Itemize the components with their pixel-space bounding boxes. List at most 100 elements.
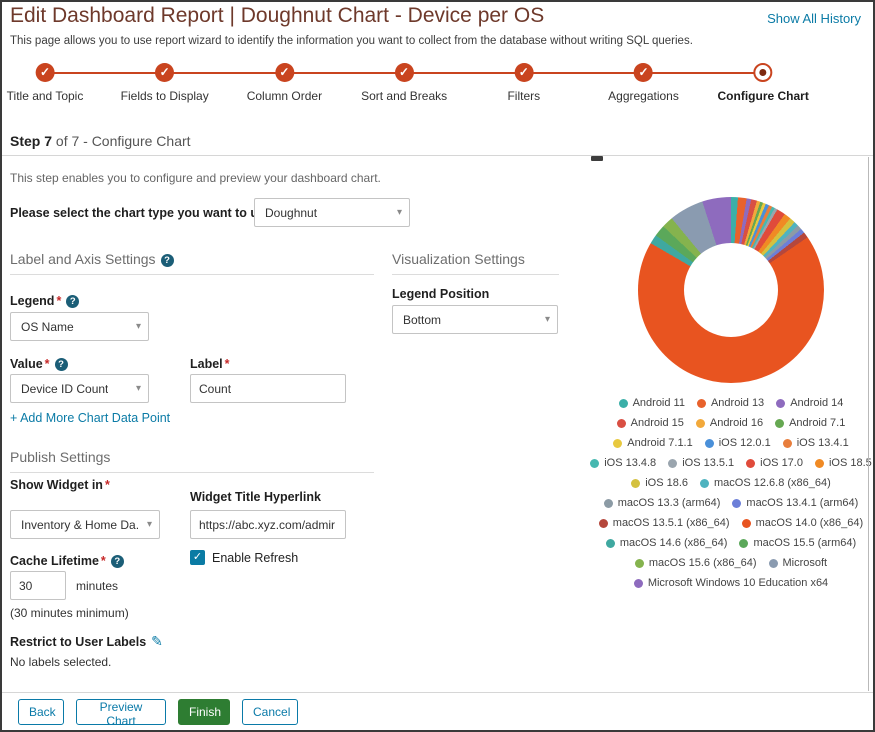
legend-dot-icon (618, 398, 628, 408)
help-icon[interactable]: ? (110, 555, 124, 568)
legend-item[interactable]: macOS 15.5 (arm64) (739, 537, 856, 549)
legend-item[interactable]: macOS 14.0 (x86_64) (741, 517, 863, 529)
legend-label: iOS 12.0.1 (718, 437, 771, 449)
legend-item[interactable]: iOS 18.5 (814, 457, 872, 469)
legend-item[interactable]: Microsoft Windows 10 Education x64 (633, 577, 829, 589)
legend-item[interactable]: macOS 14.6 (x86_64) (605, 537, 727, 549)
legend-item[interactable]: macOS 13.3 (arm64) (603, 497, 720, 509)
cache-minimum-note: (30 minutes minimum) (10, 606, 129, 620)
legend-dot-icon (631, 478, 641, 488)
chevron-down-icon: ▾ (396, 207, 402, 218)
step-label: Filters (507, 89, 541, 103)
legend-item[interactable]: macOS 12.6.8 (x86_64) (700, 477, 831, 489)
legend-item[interactable]: macOS 13.4.1 (arm64) (732, 497, 858, 509)
chart-type-label: Please select the chart type you want to… (10, 206, 272, 220)
legend-dot-icon (700, 478, 709, 488)
footer-divider (2, 692, 873, 693)
legend-label: Android 13 (710, 397, 765, 409)
cancel-button[interactable]: Cancel (242, 699, 298, 725)
preview-chart-button[interactable]: Preview Chart (76, 699, 166, 728)
show-all-history-link[interactable]: Show All History (767, 11, 861, 26)
legend-dot-icon (633, 578, 643, 588)
page-title: Edit Dashboard Report | Doughnut Chart -… (10, 4, 545, 27)
legend-label: macOS 15.6 (x86_64) (648, 557, 757, 569)
legend-item[interactable]: Android 7.1 (775, 417, 845, 429)
legend-item[interactable]: Android 11 (618, 397, 685, 409)
legend-item[interactable]: Android 14 (776, 397, 843, 409)
value-select[interactable]: Device ID Count ▾ (10, 374, 149, 403)
wizard-step-sort-and-breaks[interactable]: ✓ Sort and Breaks (361, 63, 447, 103)
legend-dot-icon (704, 438, 714, 448)
wizard-step-configure-chart[interactable]: Configure Chart (718, 63, 809, 103)
label-input[interactable] (190, 374, 346, 403)
legend-item[interactable]: Android 15 (616, 417, 684, 429)
legend-item[interactable]: iOS 13.5.1 (668, 457, 734, 469)
current-step-dot (759, 69, 767, 76)
finish-button[interactable]: Finish (178, 699, 230, 725)
chart-type-select[interactable]: Doughnut ▾ (254, 198, 410, 227)
required-asterisk: * (100, 554, 106, 568)
page-subtitle: This page allows you to use report wizar… (10, 35, 693, 47)
restrict-user-labels-text: Restrict to User Labels (10, 635, 147, 649)
legend-item[interactable]: macOS 13.5.1 (x86_64) (598, 517, 730, 529)
legend-label: iOS 18.5 (828, 457, 872, 469)
cache-unit-label: minutes (76, 579, 119, 593)
legend-select-value: OS Name (21, 319, 74, 334)
legend-item[interactable]: iOS 13.4.1 (782, 437, 849, 449)
add-chart-data-point-link[interactable]: + Add More Chart Data Point (10, 411, 171, 425)
cache-lifetime-input[interactable] (10, 571, 66, 600)
restrict-user-labels-label: Restrict to User Labels ✎ (10, 633, 163, 650)
legend-item[interactable]: iOS 12.0.1 (704, 437, 771, 449)
legend-label: macOS 13.4.1 (arm64) (746, 497, 859, 509)
widget-hyperlink-input[interactable] (190, 510, 346, 539)
wizard-step-filters[interactable]: ✓ Filters (507, 63, 540, 103)
help-icon[interactable]: ? (160, 254, 174, 267)
legend-label: macOS 12.6.8 (x86_64) (714, 477, 831, 489)
step-heading-rest: of 7 - Configure Chart (52, 133, 191, 149)
legend-item[interactable]: iOS 17.0 (746, 457, 803, 469)
chevron-down-icon: ▾ (146, 519, 152, 530)
wizard-step-aggregations[interactable]: ✓ Aggregations (608, 63, 679, 103)
legend-dot-icon (782, 438, 792, 448)
help-icon[interactable]: ? (54, 358, 68, 371)
wizard-stepper: ✓ Title and Topic ✓ Fields to Display ✓ Colum… (2, 58, 873, 108)
legend-dot-icon (775, 418, 785, 428)
legend-dot-icon (695, 418, 705, 428)
legend-position-select[interactable]: Bottom ▾ (392, 305, 558, 334)
edit-pencil-icon[interactable]: ✎ (151, 633, 163, 649)
enable-refresh-checkbox[interactable]: ✓ Enable Refresh (190, 550, 298, 565)
legend-label: Android 7.1 (789, 417, 846, 429)
chart-legend: Android 11 Android 13 Android 14 Android 15… (590, 397, 872, 589)
legend-label: iOS 17.0 (760, 457, 803, 469)
legend-label: iOS 13.4.8 (604, 457, 657, 469)
legend-dot-icon (668, 458, 678, 468)
wizard-step-column-order[interactable]: ✓ Column Order (247, 63, 322, 103)
legend-item[interactable]: iOS 18.6 (631, 477, 688, 489)
legend-item[interactable]: Android 13 (696, 397, 765, 409)
step-description: This step enables you to configure and p… (10, 171, 381, 185)
help-icon[interactable]: ? (66, 295, 80, 308)
back-button[interactable]: Back (18, 699, 64, 725)
legend-item[interactable]: Android 7.1.1 (613, 437, 693, 449)
show-widget-label: Show Widget in * (10, 478, 110, 492)
legend-item[interactable]: Microsoft (768, 557, 827, 569)
checkbox-checked-icon: ✓ (190, 550, 205, 565)
legend-dot-icon (613, 438, 623, 448)
legend-label: Microsoft Windows 10 Education x64 (647, 577, 829, 589)
value-select-value: Device ID Count (21, 381, 109, 396)
legend-item[interactable]: iOS 13.4.8 (590, 457, 656, 469)
legend-item[interactable]: macOS 15.6 (x86_64) (634, 557, 757, 569)
current-step-icon (753, 63, 773, 82)
legend-item[interactable]: Android 16 (695, 417, 763, 429)
scrollbar-thumb[interactable] (591, 156, 603, 161)
required-asterisk: * (44, 357, 50, 371)
chart-type-value: Doughnut (265, 205, 318, 220)
legend-dot-icon (768, 558, 778, 568)
show-widget-select[interactable]: Inventory & Home Da... ▾ (10, 510, 160, 539)
wizard-step-fields-to-display[interactable]: ✓ Fields to Display (121, 63, 209, 103)
wizard-step-title-and-topic[interactable]: ✓ Title and Topic (7, 63, 83, 103)
check-icon: ✓ (514, 63, 534, 82)
legend-dot-icon (814, 458, 824, 468)
check-icon: ✓ (394, 63, 414, 82)
legend-select[interactable]: OS Name ▾ (10, 312, 149, 341)
